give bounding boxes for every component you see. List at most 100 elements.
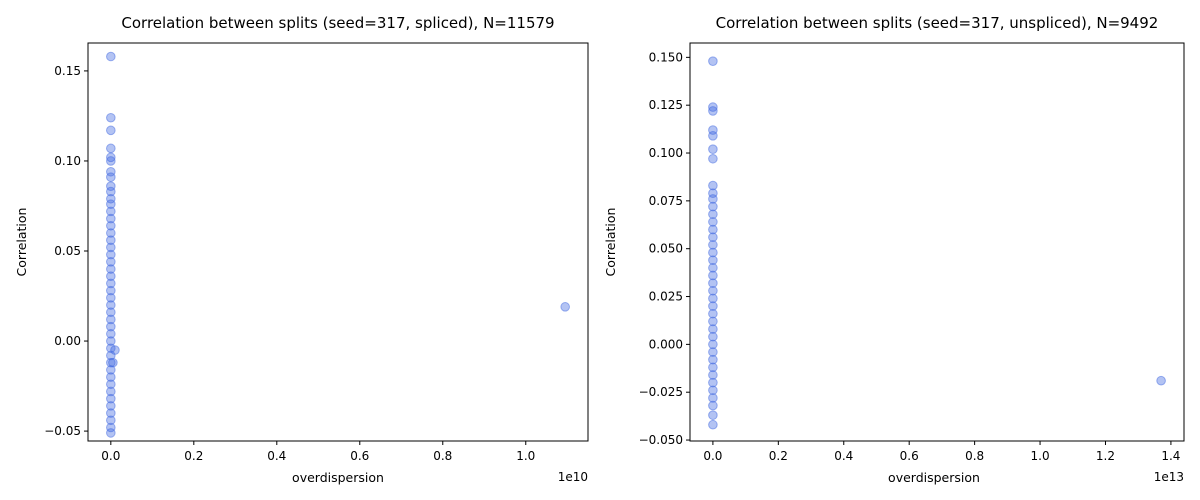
x-tick-label: 0.8: [433, 449, 452, 463]
x-axis-label-left: overdispersion: [292, 470, 384, 485]
x-tick-label: 0.0: [703, 449, 722, 463]
scatter-point: [708, 362, 718, 373]
y-axis-label-right: Correlation: [603, 208, 618, 277]
scatter-point: [708, 153, 718, 164]
points-right: [708, 56, 1166, 430]
scatter-point: [106, 172, 116, 182]
x-tick-label: 0.2: [184, 449, 203, 463]
scatter-point: [106, 307, 116, 318]
scatter-point: [106, 278, 116, 289]
scatter-point: [708, 419, 718, 430]
scatter-point: [708, 324, 718, 334]
y-tick-label: 0.025: [649, 290, 683, 304]
y-tick-label: 0.100: [649, 146, 683, 160]
scatter-point: [1156, 375, 1166, 386]
scatter-point: [708, 144, 718, 154]
scatter-point: [106, 51, 116, 62]
scatter-point: [106, 314, 116, 325]
plot-area-right: [689, 42, 1185, 442]
scatter-point: [708, 278, 718, 288]
y-tick-label: 0.150: [649, 50, 683, 64]
scatter-point: [106, 206, 116, 217]
scatter-point: [708, 217, 718, 227]
scatter-point: [106, 415, 116, 426]
scatter-point: [708, 347, 718, 357]
scatter-point: [106, 329, 116, 339]
scatter-point: [106, 186, 116, 197]
y-axis-label-left: Correlation: [14, 208, 29, 277]
scatter-point: [708, 180, 718, 191]
scatter-point: [708, 209, 718, 220]
scatter-point: [106, 401, 116, 411]
y-tick-label: 0.05: [54, 244, 81, 258]
x-tick-label: 0.6: [900, 449, 919, 463]
x-tick-label: 1.2: [1096, 449, 1115, 463]
scatter-point: [708, 293, 718, 304]
x-tick-label: 0.0: [101, 449, 120, 463]
scatter-point: [106, 428, 116, 438]
points-left: [106, 51, 570, 438]
scatter-point: [106, 365, 116, 375]
y-tick-label: 0.075: [649, 194, 683, 208]
x-tick-label: 1.0: [516, 449, 535, 463]
scatter-point: [708, 240, 718, 250]
y-tick-label: −0.05: [44, 424, 81, 438]
scatter-point: [708, 354, 718, 365]
scatter-point: [708, 400, 718, 411]
scatter-point: [106, 156, 116, 166]
x-tick-label: 0.8: [965, 449, 984, 463]
scatter-point: [106, 143, 116, 154]
scatter-point: [708, 308, 718, 319]
scatter-point: [106, 242, 116, 253]
x-offset-label-right: 1e13: [1154, 470, 1184, 484]
scatter-point: [708, 370, 718, 380]
y-tick-label: −0.050: [639, 433, 683, 447]
scatter-point: [708, 301, 718, 311]
x-tick-label: 0.4: [834, 449, 853, 463]
x-tick-label: 0.2: [769, 449, 788, 463]
scatter-point: [708, 224, 718, 235]
scatter-point: [106, 393, 116, 404]
x-offset-label-left: 1e10: [558, 470, 588, 484]
scatter-point: [708, 410, 718, 420]
scatter-point: [106, 271, 116, 282]
scatter-point: [106, 235, 116, 245]
scatter-point: [106, 199, 116, 209]
scatter-point: [106, 125, 116, 136]
scatter-point: [106, 408, 116, 418]
scatter-point: [708, 377, 718, 388]
x-tick-label: 0.4: [267, 449, 286, 463]
chart-title-left: Correlation between splits (seed=317, sp…: [121, 14, 554, 32]
scatter-point: [708, 393, 718, 403]
scatter-point: [106, 152, 116, 163]
scatter-point: [708, 247, 718, 258]
x-ticks-right: 0.0 0.2 0.4 0.6 0.8 1.0 1.2 1.4: [703, 441, 1180, 463]
scatter-point: [106, 293, 116, 303]
x-tick-label: 1.4: [1161, 449, 1180, 463]
scatter-point: [106, 228, 116, 238]
scatter-point: [110, 345, 120, 355]
scatter-point: [708, 106, 718, 116]
scatter-point: [708, 131, 718, 141]
x-axis-label-right: overdispersion: [888, 470, 980, 485]
y-ticks-left: −0.05 0.00 0.05 0.10 0.15: [44, 64, 88, 438]
x-ticks-left: 0.0 0.2 0.4 0.6 0.8 1.0: [101, 441, 535, 463]
scatter-point: [106, 193, 116, 204]
y-tick-label: 0.050: [649, 242, 683, 256]
scatter-point: [560, 302, 570, 312]
scatter-point: [106, 422, 116, 433]
x-tick-label: 1.0: [1031, 449, 1050, 463]
scatter-point: [106, 249, 116, 260]
scatter-point: [708, 270, 718, 281]
plot-area-left: [87, 42, 589, 442]
scatter-point: [106, 285, 116, 296]
scatter-point: [108, 357, 118, 368]
scatter-point: [708, 285, 718, 296]
scatter-point: [106, 220, 116, 231]
scatter-point: [106, 386, 116, 397]
scatter-point: [708, 339, 718, 350]
scatter-point: [106, 166, 116, 177]
scatter-point: [708, 316, 718, 327]
scatter-point: [106, 181, 116, 191]
